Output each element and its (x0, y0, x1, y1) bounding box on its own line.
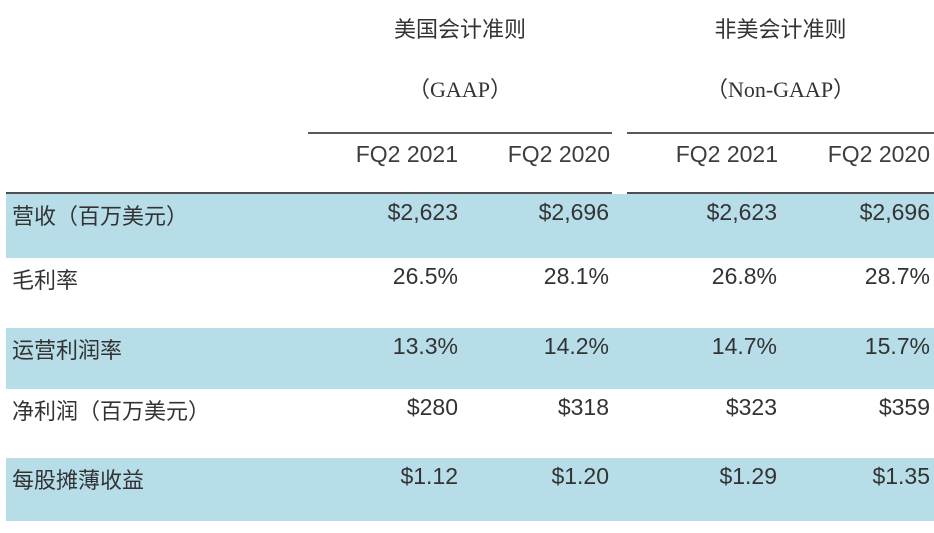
row-label: 营收（百万美元） (12, 204, 189, 229)
column-header-nongaap-fq2-2020: FQ2 2020 (827, 141, 930, 167)
cell-value: 13.3% (392, 333, 458, 359)
cell-value: $2,623 (387, 199, 458, 225)
table-row-gross-margin: 毛利率 26.5% 28.1% 26.8% 28.7% (6, 258, 934, 328)
cell-value: $2,696 (538, 199, 609, 225)
gaap-group-title: 美国会计准则 (393, 17, 526, 42)
column-gap (612, 389, 627, 458)
column-gap (612, 328, 627, 389)
cell-value: $2,623 (706, 199, 777, 225)
cell-value: $280 (406, 394, 458, 420)
cell-value: 28.7% (864, 263, 930, 289)
gaap-group-subtitle: （GAAP） (408, 77, 512, 102)
table-top-border-right (627, 192, 934, 194)
column-header-gaap-fq2-2021: FQ2 2021 (355, 141, 458, 167)
column-header-nongaap-fq2-2021: FQ2 2021 (675, 141, 778, 167)
table-row-net-income: 净利润（百万美元） $280 $318 $323 $359 (6, 389, 934, 458)
cell-value: $323 (725, 394, 777, 420)
table-top-border-left (6, 192, 612, 194)
gaap-group-underline (308, 132, 612, 134)
table-row-diluted-eps: 每股摊薄收益 $1.12 $1.20 $1.29 $1.35 (6, 458, 934, 521)
column-gap (612, 194, 627, 258)
cell-value: $318 (557, 394, 609, 420)
table-body: 营收（百万美元） $2,623 $2,696 $2,623 $2,696 毛利率… (6, 194, 934, 521)
cell-value: 14.2% (543, 333, 609, 359)
row-label: 每股摊薄收益 (12, 468, 145, 493)
row-label: 运营利润率 (12, 338, 123, 363)
cell-value: 28.1% (543, 263, 609, 289)
table-row-operating-margin: 运营利润率 13.3% 14.2% 14.7% 15.7% (6, 328, 934, 389)
nongaap-group-title: 非美会计准则 (714, 17, 847, 42)
cell-value: $2,696 (859, 199, 930, 225)
table-row-revenue: 营收（百万美元） $2,623 $2,696 $2,623 $2,696 (6, 194, 934, 258)
cell-value: 26.5% (392, 263, 458, 289)
cell-value: $1.35 (872, 463, 930, 489)
cell-value: 26.8% (711, 263, 777, 289)
cell-value: $1.12 (400, 463, 458, 489)
column-gap (612, 458, 627, 521)
cell-value: $1.29 (719, 463, 777, 489)
column-gap (612, 258, 627, 328)
row-label: 毛利率 (12, 268, 79, 293)
cell-value: 15.7% (864, 333, 930, 359)
cell-value: $359 (878, 394, 930, 420)
nongaap-group-underline (627, 132, 934, 134)
row-label: 净利润（百万美元） (12, 399, 211, 424)
nongaap-group-subtitle: （Non-GAAP） (705, 77, 856, 102)
cell-value: $1.20 (551, 463, 609, 489)
cell-value: 14.7% (711, 333, 777, 359)
column-header-gaap-fq2-2020: FQ2 2020 (507, 141, 610, 167)
